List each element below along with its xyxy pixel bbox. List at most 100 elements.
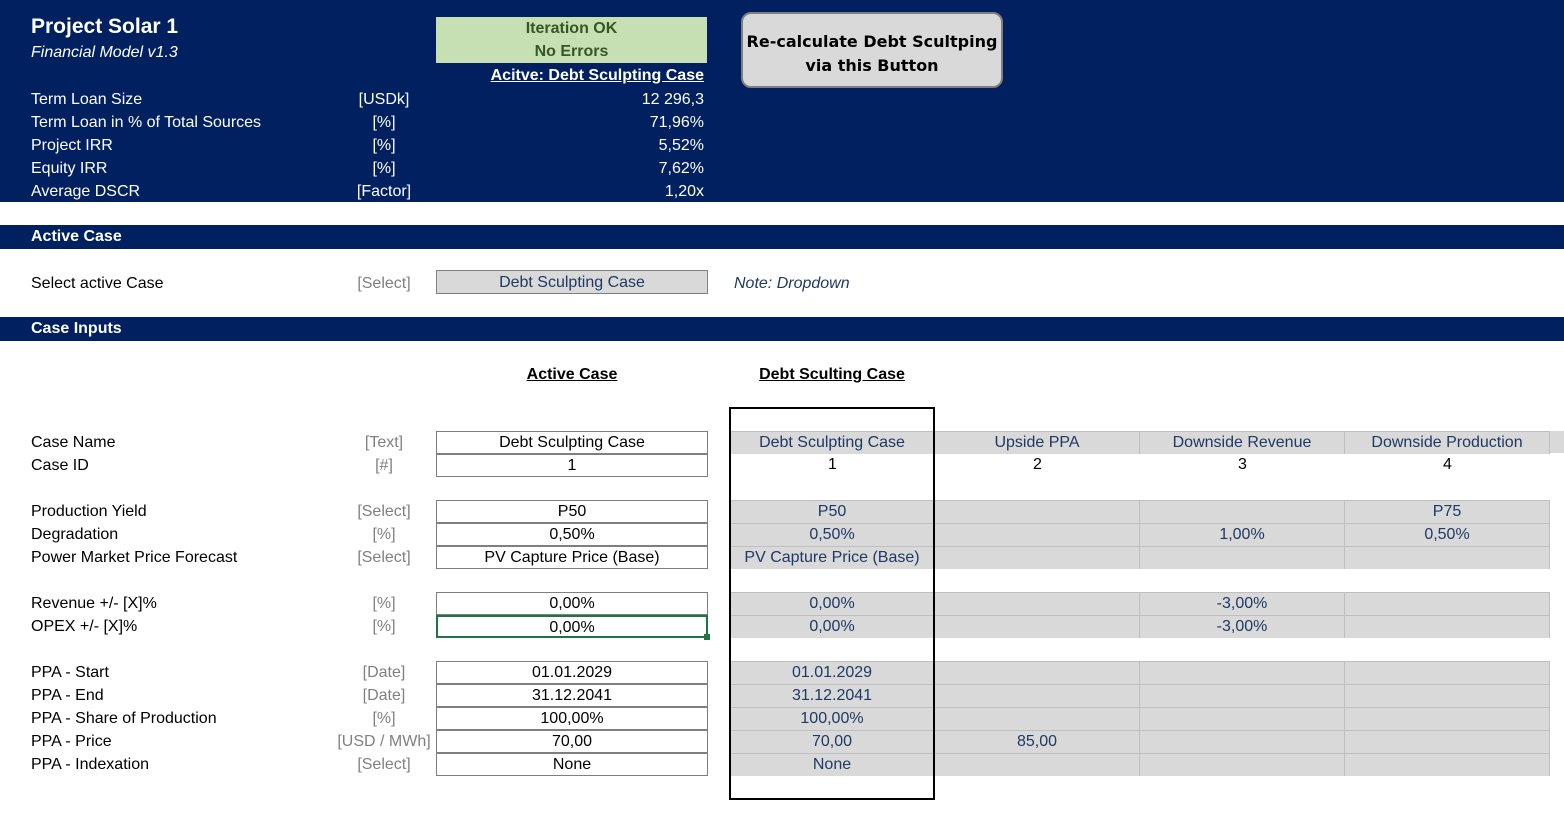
downside-production-cell[interactable] <box>1345 753 1550 776</box>
downside-revenue-cell[interactable] <box>1140 661 1345 684</box>
row-label: Production Yield <box>31 503 147 520</box>
downside-production-cell[interactable]: P75 <box>1345 500 1550 523</box>
debt-sculpting-case-cell[interactable]: 100,00% <box>730 707 935 730</box>
upside-ppa-cell[interactable] <box>935 500 1140 523</box>
active-case-value-cell[interactable]: 0,00% <box>436 592 708 615</box>
debt-sculpting-case-cell[interactable]: 0,00% <box>730 615 935 638</box>
upside-ppa-cell[interactable]: 2 <box>1033 456 1042 473</box>
row-unit: [%] <box>372 526 396 543</box>
downside-revenue-cell[interactable] <box>1140 546 1345 569</box>
debt-sculpting-case-cell[interactable]: 0,50% <box>730 523 935 546</box>
status-errors: No Errors <box>534 43 609 60</box>
debt-sculpting-case-cell[interactable]: PV Capture Price (Base) <box>730 546 935 569</box>
debt-sculpting-case-cell[interactable]: None <box>730 753 935 776</box>
active-case-value-cell[interactable]: 100,00% <box>436 707 708 730</box>
recalculate-button-label-1: Re-calculate Debt Scultping <box>746 32 998 51</box>
active-case-value-cell[interactable]: PV Capture Price (Base) <box>436 546 708 569</box>
downside-production-cell[interactable] <box>1345 730 1550 753</box>
downside-revenue-cell[interactable] <box>1140 707 1345 730</box>
select-case-label: Select active Case <box>31 275 164 292</box>
metric-value: 5,52% <box>658 137 704 154</box>
downside-revenue-cell[interactable]: -3,00% <box>1140 592 1345 615</box>
case-dropdown[interactable]: Debt Sculpting Case <box>436 270 708 294</box>
metric-label: Average DSCR <box>31 183 141 200</box>
active-case-value-cell[interactable]: Debt Sculpting Case <box>436 431 708 454</box>
downside-revenue-cell[interactable] <box>1140 753 1345 776</box>
active-case-value-cell[interactable]: None <box>436 753 708 776</box>
downside-revenue-cell[interactable]: 1,00% <box>1140 523 1345 546</box>
metric-unit: [%] <box>372 114 396 131</box>
case-inputs-section-title: Case Inputs <box>31 320 122 337</box>
upside-ppa-cell[interactable] <box>935 684 1140 707</box>
active-case-value-cell[interactable]: 1 <box>436 454 708 477</box>
metric-unit: [USDk] <box>358 91 410 108</box>
downside-production-cell[interactable] <box>1345 661 1550 684</box>
row-label: Case ID <box>31 457 89 474</box>
fill-handle[interactable] <box>704 634 710 640</box>
debt-sculpting-case-cell[interactable]: 01.01.2029 <box>730 661 935 684</box>
metric-unit: [%] <box>372 160 396 177</box>
downside-production-cell[interactable] <box>1345 684 1550 707</box>
active-case-value-cell[interactable]: 0,50% <box>436 523 708 546</box>
status-box: Iteration OK No Errors <box>436 17 707 63</box>
metric-value: 7,62% <box>658 160 704 177</box>
metric-value: 12 296,3 <box>641 91 704 108</box>
upside-ppa-cell[interactable]: 85,00 <box>935 730 1140 753</box>
row-unit: [%] <box>372 618 396 635</box>
downside-revenue-cell[interactable]: -3,00% <box>1140 615 1345 638</box>
metric-label: Equity IRR <box>31 160 108 177</box>
downside-production-cell[interactable] <box>1345 546 1550 569</box>
metric-label: Term Loan Size <box>31 91 143 108</box>
upside-ppa-cell[interactable] <box>935 753 1140 776</box>
row-label: PPA - Start <box>31 664 109 681</box>
active-case-value-cell[interactable]: 01.01.2029 <box>436 661 708 684</box>
downside-revenue-cell[interactable] <box>1140 500 1345 523</box>
dropdown-note: Note: Dropdown <box>734 275 850 292</box>
upside-ppa-cell[interactable]: Upside PPA <box>935 431 1140 454</box>
downside-production-cell[interactable] <box>1345 615 1550 638</box>
downside-production-cell[interactable]: 0,50% <box>1345 523 1550 546</box>
upside-ppa-cell[interactable] <box>935 661 1140 684</box>
row-label: Power Market Price Forecast <box>31 549 238 566</box>
metric-value: 1,20x <box>664 183 704 200</box>
upside-ppa-cell[interactable] <box>935 523 1140 546</box>
active-case-value-cell[interactable]: 31.12.2041 <box>436 684 708 707</box>
active-case-value-cell[interactable]: 70,00 <box>436 730 708 753</box>
status-iteration: Iteration OK <box>525 20 618 37</box>
row-label: PPA - Price <box>31 733 112 750</box>
recalculate-button[interactable]: Re-calculate Debt Scultping via this But… <box>741 12 1003 88</box>
downside-revenue-cell[interactable]: 3 <box>1238 456 1247 473</box>
downside-revenue-cell[interactable]: Downside Revenue <box>1140 431 1345 454</box>
debt-sculpting-case-cell[interactable]: Debt Sculpting Case <box>730 431 935 454</box>
row-unit: [%] <box>372 595 396 612</box>
debt-sculpting-case-cell[interactable]: 1 <box>828 456 837 473</box>
active-case-value-cell[interactable]: P50 <box>436 500 708 523</box>
row-label: PPA - End <box>31 687 104 704</box>
debt-sculpting-case-cell[interactable]: 31.12.2041 <box>730 684 935 707</box>
row-unit: [%] <box>372 710 396 727</box>
debt-sculpting-column-header: Debt Sculting Case <box>759 366 905 383</box>
downside-revenue-cell[interactable] <box>1140 684 1345 707</box>
downside-production-cell[interactable] <box>1345 592 1550 615</box>
upside-ppa-cell[interactable] <box>935 615 1140 638</box>
active-case-value-cell[interactable]: 0,00% <box>436 615 708 638</box>
downside-production-cell[interactable]: Downside Production <box>1345 431 1550 454</box>
metric-label: Project IRR <box>31 137 113 154</box>
row-unit: [Text] <box>364 434 404 451</box>
downside-production-cell[interactable] <box>1345 707 1550 730</box>
upside-ppa-cell[interactable] <box>935 546 1140 569</box>
debt-sculpting-case-cell[interactable]: P50 <box>730 500 935 523</box>
active-case-section-bar: Active Case <box>0 225 1564 249</box>
downside-production-cell[interactable]: 4 <box>1443 456 1452 473</box>
model-version: Financial Model v1.3 <box>31 44 178 61</box>
row-unit: [Select] <box>357 503 411 520</box>
upside-ppa-cell[interactable] <box>935 592 1140 615</box>
active-case-column-header: Active Case <box>526 366 618 383</box>
row-unit: [Select] <box>357 756 411 773</box>
downside-revenue-cell[interactable] <box>1140 730 1345 753</box>
debt-sculpting-case-cell[interactable]: 70,00 <box>730 730 935 753</box>
row-label: OPEX +/- [X]% <box>31 618 138 635</box>
select-case-unit: [Select] <box>357 275 411 292</box>
upside-ppa-cell[interactable] <box>935 707 1140 730</box>
debt-sculpting-case-cell[interactable]: 0,00% <box>730 592 935 615</box>
